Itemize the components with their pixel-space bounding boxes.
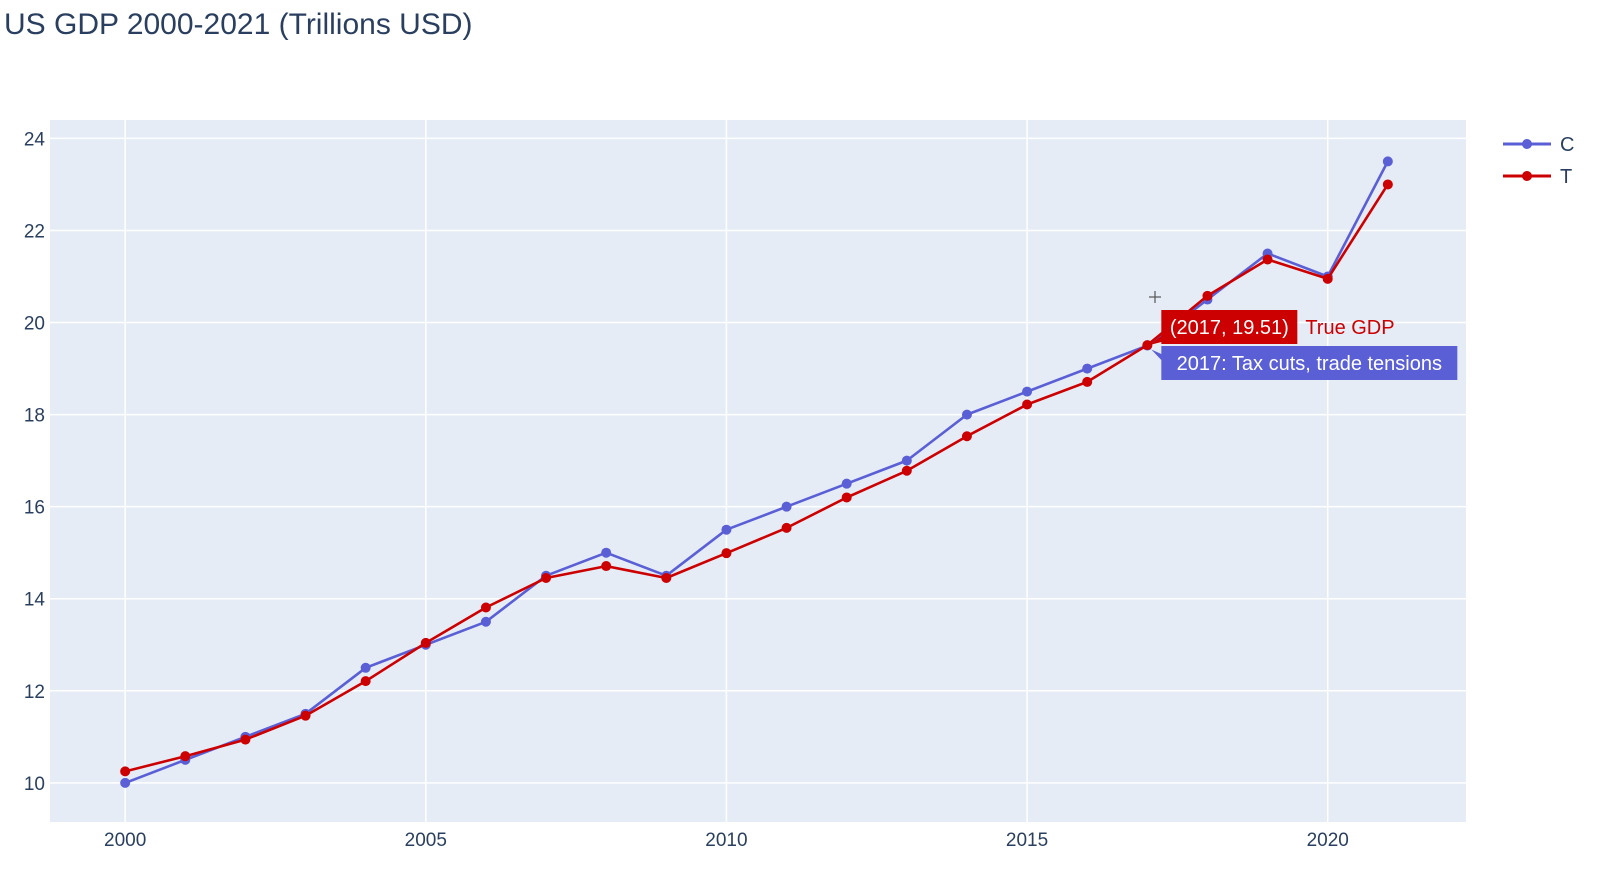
data-point-series-2[interactable] — [1382, 179, 1393, 190]
data-point-series-2[interactable] — [180, 751, 191, 762]
data-point-series-2[interactable] — [1142, 340, 1153, 351]
data-point-series-2[interactable] — [480, 602, 491, 613]
y-tick-label: 10 — [24, 774, 45, 795]
y-tick-label: 12 — [24, 682, 45, 703]
data-point-series-1[interactable] — [360, 662, 371, 673]
data-point-series-2[interactable] — [1022, 399, 1033, 410]
legend-marker-2 — [1522, 171, 1532, 181]
data-point-series-1[interactable] — [120, 777, 131, 788]
data-point-series-2[interactable] — [661, 573, 672, 584]
hover-tooltip-event: 2017: Tax cuts, trade tensions — [1151, 346, 1458, 380]
y-tick-label: 24 — [24, 129, 46, 150]
x-tick-label: 2020 — [1307, 830, 1349, 851]
chart-title: US GDP 2000-2021 (Trillions USD) — [4, 8, 473, 41]
data-point-series-1[interactable] — [781, 501, 792, 512]
y-tick-label: 22 — [24, 221, 45, 242]
hover-value-text: (2017, 19.51) — [1170, 317, 1289, 339]
data-point-series-1[interactable] — [480, 616, 491, 627]
data-point-series-2[interactable] — [1082, 376, 1093, 387]
hover-tooltip-event-box — [1151, 346, 1458, 380]
data-point-series-2[interactable] — [240, 734, 251, 745]
data-point-series-2[interactable] — [541, 573, 552, 584]
data-point-series-2[interactable] — [120, 766, 131, 777]
data-point-series-1[interactable] — [841, 478, 852, 489]
data-point-series-2[interactable] — [1202, 290, 1213, 301]
plot-background — [50, 120, 1466, 822]
hover-event-text: 2017: Tax cuts, trade tensions — [1177, 353, 1442, 375]
data-point-series-1[interactable] — [721, 524, 732, 535]
data-point-series-2[interactable] — [961, 431, 972, 442]
crosshair-cursor-icon — [1149, 291, 1161, 303]
data-point-series-1[interactable] — [1382, 156, 1393, 167]
x-tick-label: 2005 — [405, 830, 447, 851]
hover-tooltip-true-gdp-box — [1149, 310, 1298, 346]
legend-label-2[interactable]: T — [1560, 166, 1572, 188]
hover-series-name: True GDP — [1305, 317, 1394, 339]
legend-marker-1 — [1522, 139, 1532, 149]
data-point-series-1[interactable] — [961, 409, 972, 420]
y-tick-label: 16 — [24, 498, 45, 519]
data-point-series-2[interactable] — [1322, 273, 1333, 284]
data-point-series-2[interactable] — [300, 710, 311, 721]
data-point-series-1[interactable] — [1082, 363, 1093, 374]
data-point-series-1[interactable] — [901, 455, 912, 466]
data-point-series-2[interactable] — [901, 465, 912, 476]
data-point-series-1[interactable] — [1022, 386, 1033, 397]
gridlines — [50, 120, 1466, 822]
data-point-series-2[interactable] — [781, 522, 792, 533]
x-tick-label: 2000 — [104, 830, 146, 851]
x-tick-label: 2015 — [1006, 830, 1048, 851]
y-tick-label: 20 — [24, 314, 45, 335]
data-point-series-2[interactable] — [420, 637, 431, 648]
y-tick-label: 18 — [24, 406, 45, 427]
data-point-series-2[interactable] — [721, 548, 732, 559]
data-point-series-2[interactable] — [360, 676, 371, 687]
hover-tooltip-true-gdp: (2017, 19.51) True GDP — [1149, 310, 1395, 346]
legend-label-1[interactable]: C — [1560, 134, 1574, 156]
data-point-series-2[interactable] — [1262, 254, 1273, 265]
data-point-series-1[interactable] — [601, 547, 612, 558]
data-point-series-2[interactable] — [601, 561, 612, 572]
data-point-series-2[interactable] — [841, 492, 852, 503]
y-tick-label: 14 — [24, 590, 46, 611]
x-tick-label: 2010 — [705, 830, 747, 851]
